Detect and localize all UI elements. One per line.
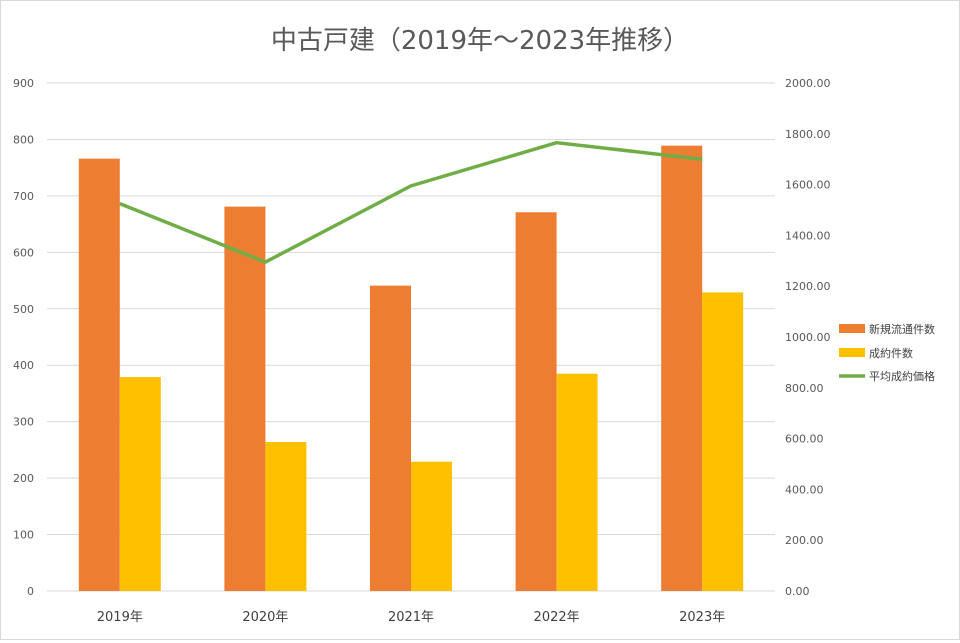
chart-title: 中古戸建（2019年～2023年推移） [271, 26, 689, 56]
left-tick-label: 200 [13, 472, 34, 485]
bar-closed-deals [702, 292, 743, 591]
left-tick-label: 900 [13, 77, 34, 90]
left-tick-label: 500 [13, 303, 34, 316]
right-tick-label: 0.00 [785, 585, 810, 598]
right-tick-label: 2000.00 [785, 77, 831, 90]
bar-new-listings [79, 159, 120, 591]
right-tick-label: 1400.00 [785, 229, 831, 242]
bar-new-listings [661, 146, 702, 591]
left-tick-label: 800 [13, 133, 34, 146]
right-tick-label: 200.00 [785, 534, 824, 547]
right-axis-ticks: 0.00 200.00 400.00 600.00 800.00 1000.00 1200.… [785, 77, 831, 598]
right-tick-label: 1000.00 [785, 331, 831, 344]
bar-closed-deals [557, 374, 598, 591]
left-tick-label: 0 [27, 585, 34, 598]
line-series [120, 143, 703, 263]
left-tick-label: 600 [13, 246, 34, 259]
bar-new-listings [370, 286, 411, 591]
category-label: 2022年 [534, 610, 580, 625]
category-label: 2021年 [388, 610, 434, 625]
right-tick-label: 1800.00 [785, 128, 831, 141]
bar-closed-deals [265, 442, 306, 591]
left-tick-label: 300 [13, 416, 34, 429]
legend-label: 成約件数 [869, 346, 913, 360]
category-label: 2023年 [679, 610, 725, 625]
right-tick-label: 600.00 [785, 433, 824, 446]
legend-label: 平均成約価格 [869, 369, 935, 383]
right-tick-label: 1200.00 [785, 280, 831, 293]
right-tick-label: 800.00 [785, 382, 824, 395]
bar-closed-deals [120, 377, 161, 591]
bar-new-listings [516, 212, 557, 591]
right-tick-label: 400.00 [785, 483, 824, 496]
category-label: 2019年 [97, 610, 143, 625]
bar-new-listings [224, 207, 265, 591]
left-axis-ticks: 0 100 200 300 400 500 600 700 800 900 [13, 77, 34, 598]
left-tick-label: 100 [13, 529, 34, 542]
category-label: 2020年 [242, 610, 288, 625]
bar-closed-deals [411, 462, 452, 591]
left-tick-label: 400 [13, 359, 34, 372]
legend-swatch [839, 348, 865, 357]
legend-swatch [839, 324, 865, 333]
legend-label: 新規流通件数 [869, 322, 935, 336]
right-tick-label: 1600.00 [785, 179, 831, 192]
bars [79, 146, 743, 591]
category-labels: 2019年 2020年 2021年 2022年 2023年 [97, 610, 725, 625]
line-avg-price [120, 143, 702, 262]
left-tick-label: 700 [13, 190, 34, 203]
